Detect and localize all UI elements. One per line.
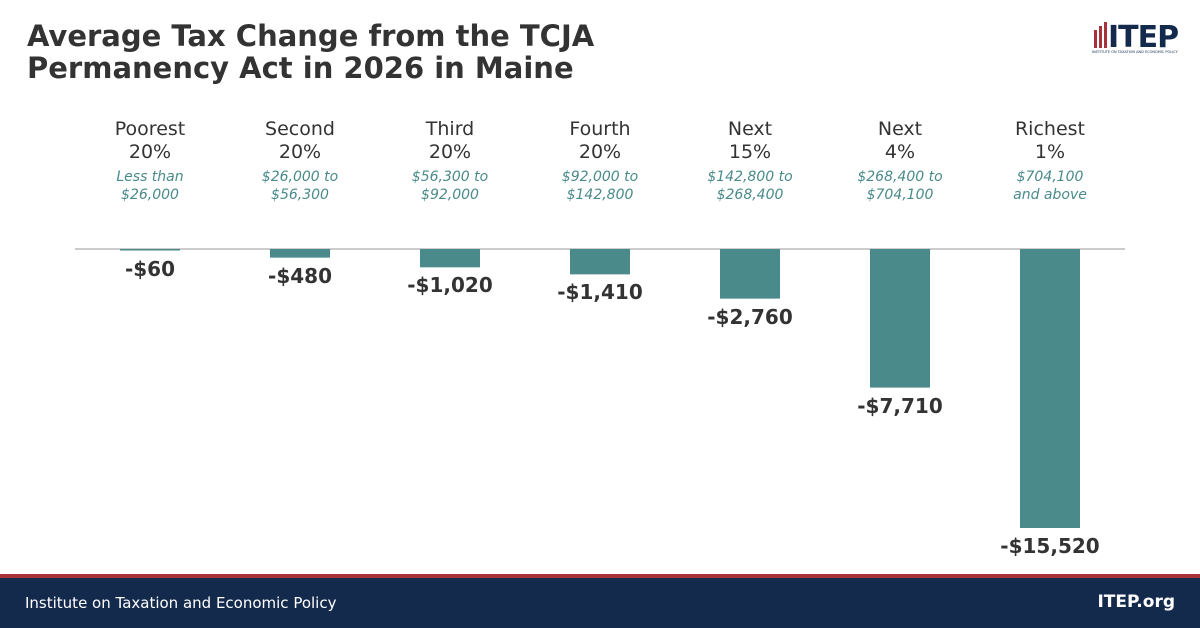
income-range: $268,400 to $704,100 [857,169,943,203]
chart-title: Average Tax Change from the TCJA Permane… [27,19,595,85]
income-range: $142,800 to $268,400 [707,169,793,203]
value-label: -$2,760 [707,304,793,329]
footer-left: Institute on Taxation and Economic Polic… [25,594,337,612]
logo-bar [1099,26,1102,48]
income-range: $92,000 to $142,800 [561,169,639,203]
bar [870,249,930,388]
category-label: Next 4% [877,118,923,163]
category-label: Third 20% [425,118,475,163]
value-label: -$1,410 [557,280,643,305]
bar [1020,249,1080,528]
income-range: $26,000 to $56,300 [261,169,339,203]
logo: ITEP [1108,20,1179,55]
logo-bar [1094,30,1097,48]
income-range: $704,100 and above [1013,169,1087,203]
footer-rule [0,574,1200,578]
income-range: Less than $26,000 [116,169,184,203]
category-label: Next 15% [727,118,773,163]
bar [120,249,180,251]
category-label: Fourth 20% [569,118,631,163]
value-label: -$480 [268,263,332,288]
bar [570,249,630,275]
income-range: $56,300 to $92,000 [411,169,489,203]
logo-bar [1104,22,1107,48]
value-label: -$7,710 [857,393,943,418]
logo-tagline: INSTITUTE ON TAXATION AND ECONOMIC POLIC… [1092,50,1178,54]
bar [420,249,480,268]
category-label: Richest 1% [1014,118,1085,163]
bar [720,249,780,299]
value-label: -$1,020 [407,273,493,298]
value-label: -$15,520 [1000,534,1100,558]
value-label: -$60 [124,256,176,281]
footer [0,578,1200,628]
bar [270,249,330,258]
category-label: Second 20% [265,118,335,163]
category-label: Poorest 20% [114,118,186,163]
footer-right: ITEP.org [1097,592,1175,612]
